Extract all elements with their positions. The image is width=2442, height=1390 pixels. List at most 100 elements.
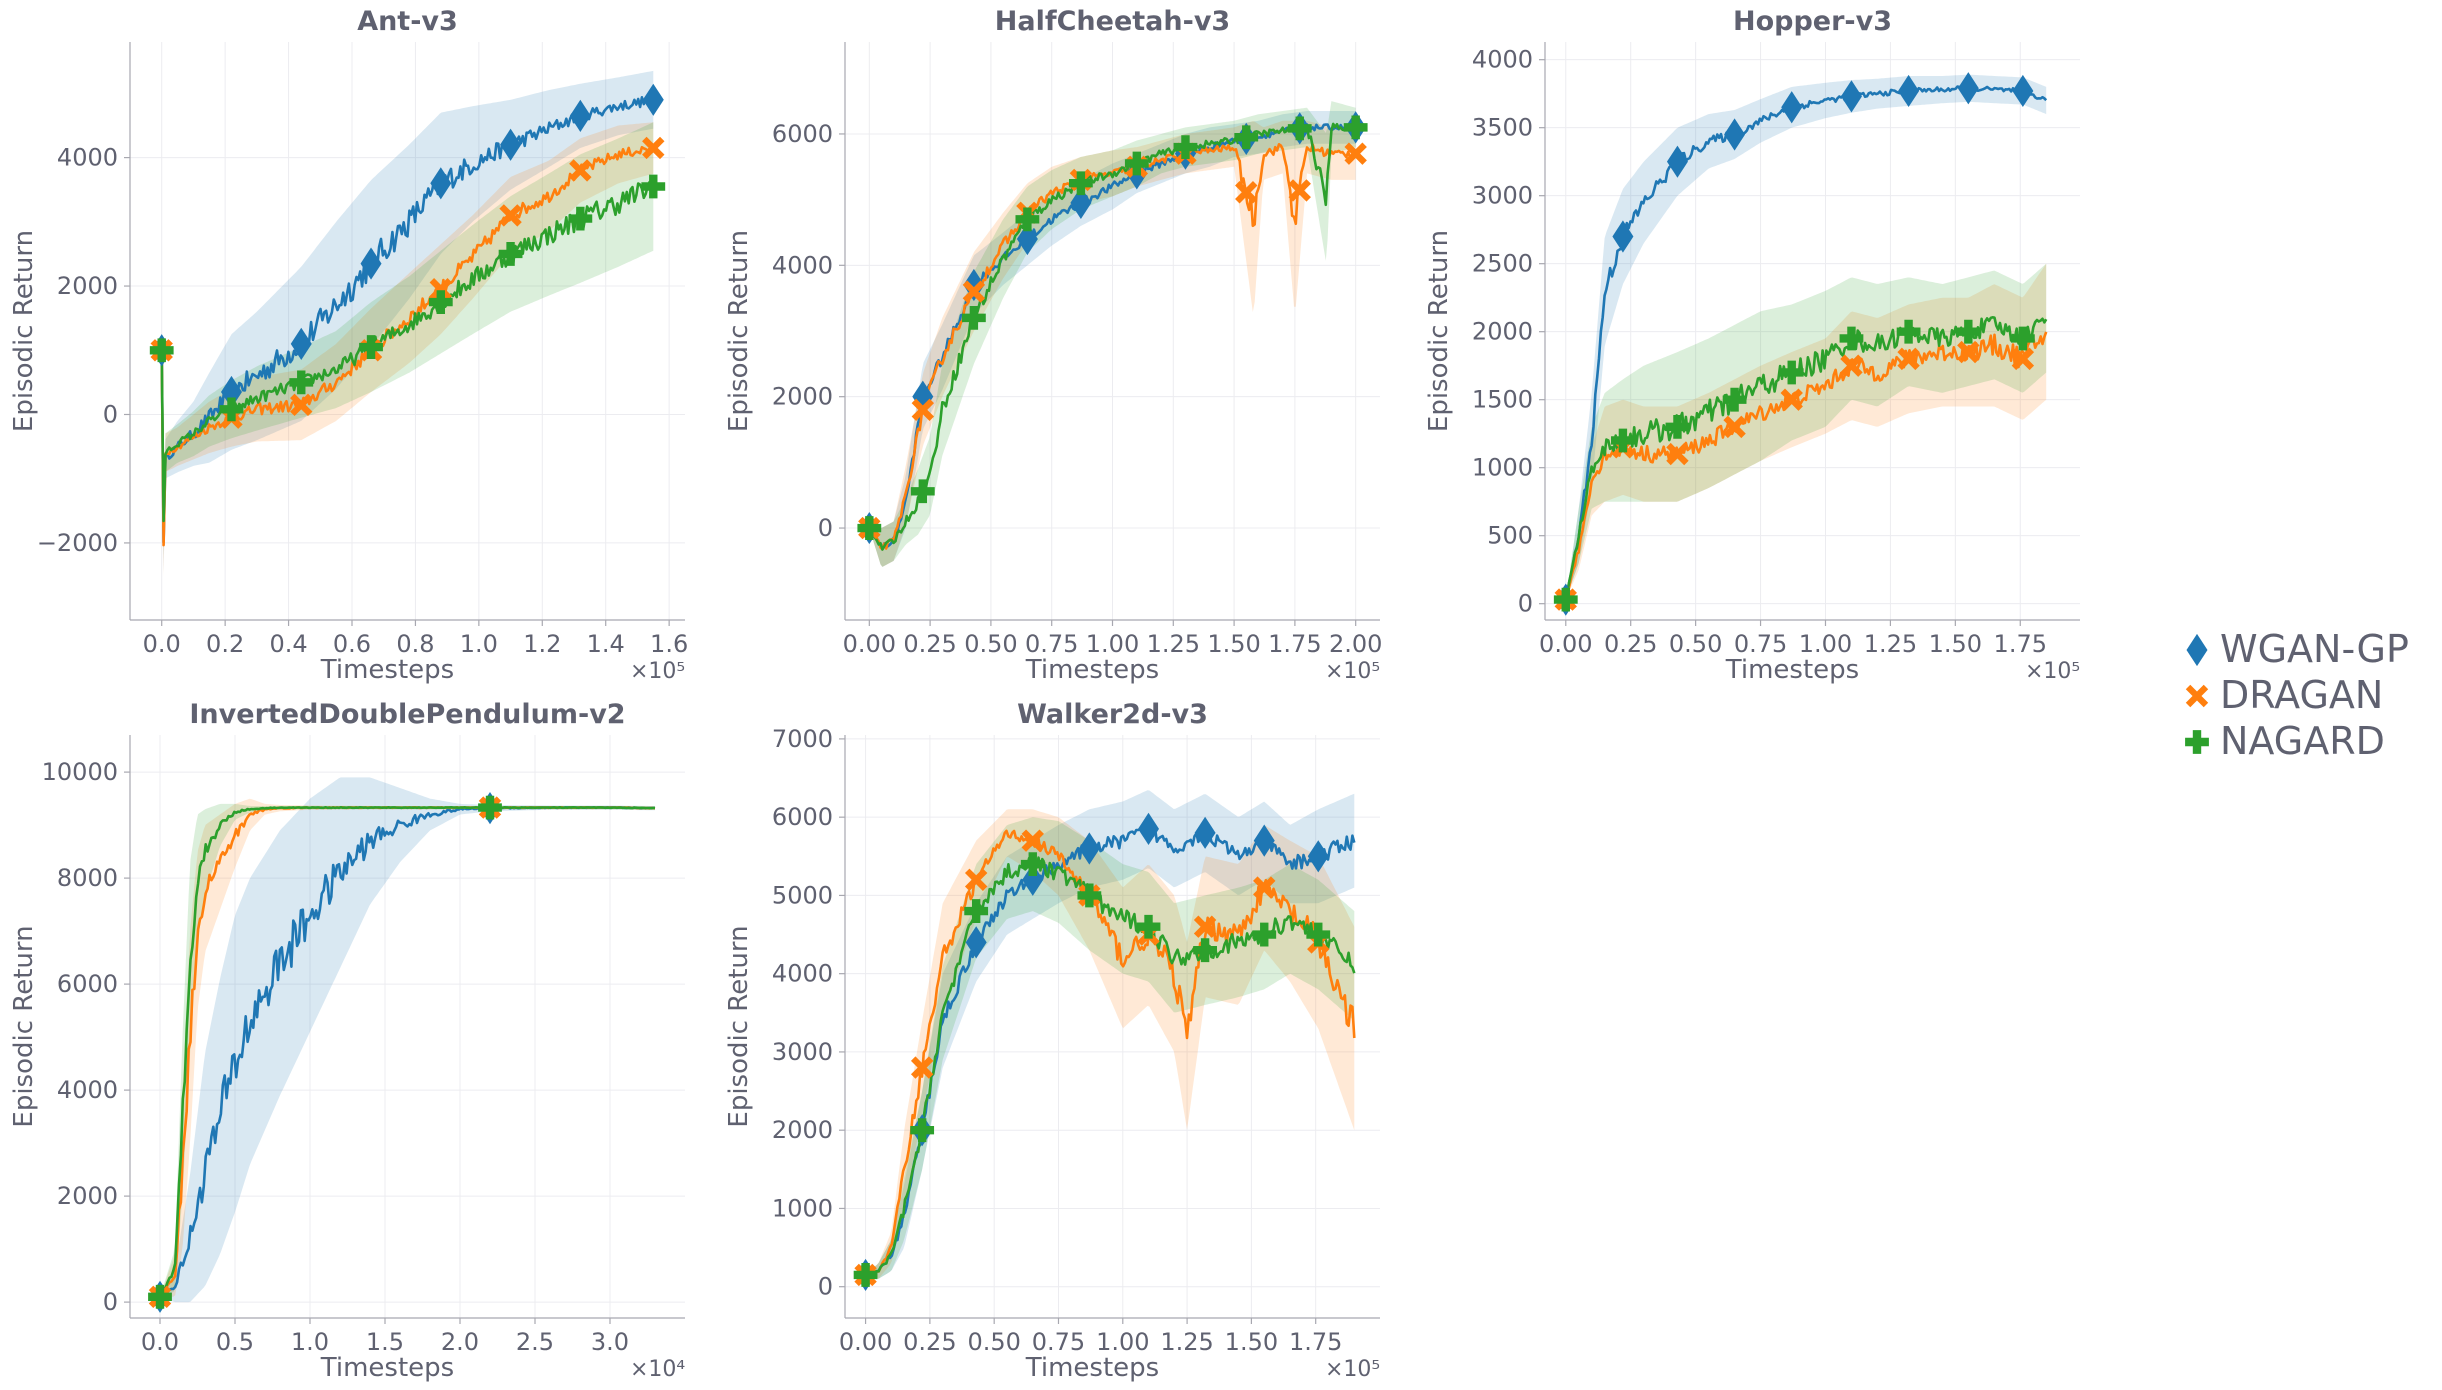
x-tick-label: 0.75	[1734, 630, 1787, 658]
x-tick-label: 1.0	[291, 1328, 329, 1356]
marker-dragan	[962, 280, 986, 303]
x-tick-label: 1.0	[460, 630, 498, 658]
marker-wgan-gp	[1724, 118, 1746, 151]
y-tick-label: 6000	[772, 120, 833, 148]
marker-wgan-gp	[430, 167, 452, 200]
marker-nagard	[1020, 852, 1045, 877]
marker-dragan	[499, 204, 522, 227]
marker-wgan-gp	[1957, 72, 1979, 105]
series-line-dragan	[1564, 331, 2048, 600]
x-axis-label: Timesteps	[1725, 655, 1859, 685]
x-multiplier: ×10⁵	[2025, 659, 2080, 684]
y-axis-label: Episodic Return	[724, 925, 754, 1127]
series-line-wgan-gp	[865, 822, 1356, 1277]
confidence-band-dragan	[161, 122, 654, 577]
y-axis-label: Episodic Return	[1424, 230, 1454, 432]
x-tick-label: 1.00	[1086, 630, 1139, 658]
marker-dragan	[2011, 347, 2035, 371]
marker-nagard	[1343, 115, 1368, 140]
marker-wgan-gp	[2012, 74, 2034, 108]
chart-title: HalfCheetah-v3	[995, 6, 1230, 37]
y-tick-label: 10000	[42, 758, 118, 786]
x-multiplier: ×10⁵	[1325, 1357, 1380, 1382]
marker-nagard	[1234, 125, 1259, 150]
legend-marker-nagard	[2185, 730, 2209, 754]
y-tick-label: 2000	[57, 1182, 118, 1210]
marker-wgan-gp	[1612, 220, 1634, 253]
x-axis-label: Timesteps	[1025, 1353, 1159, 1383]
plot-area	[160, 70, 655, 577]
x-tick-label: 3.0	[591, 1328, 629, 1356]
marker-dragan	[1288, 179, 1311, 202]
y-tick-label: 0	[818, 1273, 833, 1301]
y-tick-label: 4000	[57, 1076, 118, 1104]
marker-wgan-gp	[963, 268, 985, 302]
x-tick-label: 1.00	[1799, 630, 1852, 658]
x-tick-label: 1.4	[587, 630, 625, 658]
marker-wgan-gp	[360, 247, 382, 280]
y-tick-label: 3000	[772, 1038, 833, 1066]
y-tick-label: 3500	[1472, 114, 1533, 142]
confidence-band-dragan	[1565, 263, 2047, 600]
y-tick-label: 6000	[57, 970, 118, 998]
marker-wgan-gp	[1898, 74, 1920, 108]
marker-wgan-gp	[1078, 832, 1100, 865]
marker-dragan	[1780, 388, 1803, 411]
x-tick-label: 0.8	[396, 630, 434, 658]
x-axis-label: Timesteps	[320, 1353, 454, 1383]
x-tick-label: 0.25	[903, 1328, 956, 1356]
x-tick-label: 0.6	[333, 630, 371, 658]
marker-nagard	[1193, 938, 1217, 963]
marker-nagard	[478, 795, 502, 820]
x-axis-label: Timesteps	[1025, 655, 1159, 685]
y-tick-label: −2000	[37, 529, 118, 557]
x-tick-label: 0.75	[1032, 1328, 1085, 1356]
y-axis-label: Episodic Return	[9, 230, 39, 432]
marker-nagard	[1124, 151, 1149, 176]
x-tick-label: 0.00	[843, 630, 896, 658]
marker-dragan	[1344, 142, 1367, 165]
marker-nagard	[641, 174, 666, 199]
y-tick-label: 2000	[1472, 318, 1533, 346]
marker-nagard	[857, 516, 882, 540]
x-tick-label: 1.25	[1864, 630, 1917, 658]
marker-nagard	[961, 305, 986, 330]
marker-nagard	[498, 242, 523, 266]
marker-wgan-gp	[1307, 840, 1329, 873]
x-multiplier: ×10⁵	[630, 659, 685, 684]
chart-panel-2: 0.00 0.25 0.50 0.75 1.00 1.25 1.50 1.75 2.00 0 200…	[724, 6, 1382, 685]
marker-dragan	[1957, 340, 1980, 364]
legend-label-nagard: NAGARD	[2220, 719, 2385, 763]
series-line-dragan	[868, 143, 1357, 551]
x-tick-label: 0.50	[1669, 630, 1722, 658]
y-tick-label: 0	[103, 400, 118, 428]
marker-wgan-gp	[1138, 812, 1160, 846]
x-multiplier: ×10⁴	[630, 1357, 685, 1382]
marker-wgan-gp	[1253, 824, 1275, 857]
x-tick-label: 1.6	[650, 630, 688, 658]
marker-wgan-gp	[1016, 222, 1038, 256]
marker-dragan	[1021, 829, 1044, 852]
marker-nagard	[2010, 326, 2035, 351]
chart-title: Ant-v3	[357, 6, 458, 37]
x-tick-label: 0.00	[839, 1328, 892, 1356]
x-tick-label: 0.5	[216, 1328, 254, 1356]
marker-wgan-gp	[642, 83, 664, 116]
series-line-dragan	[865, 829, 1356, 1277]
y-tick-label: 7000	[772, 725, 833, 753]
y-tick-label: 0	[103, 1288, 118, 1316]
x-multiplier: ×10⁵	[1325, 659, 1380, 684]
y-tick-label: 0	[1518, 590, 1533, 618]
legend-label-dragan: DRAGAN	[2220, 673, 2383, 717]
x-tick-label: 0.0	[141, 1328, 179, 1356]
x-tick-label: 0.75	[1025, 630, 1078, 658]
x-tick-label: 0.0	[143, 630, 181, 658]
marker-nagard	[1896, 319, 1921, 344]
marker-wgan-gp	[1194, 816, 1216, 849]
y-tick-label: 4000	[57, 144, 118, 172]
marker-wgan-gp	[500, 128, 522, 161]
confidence-band-nagard	[160, 803, 655, 1297]
confidence-band-nagard	[161, 122, 654, 556]
marker-nagard	[1956, 319, 1981, 344]
marker-dragan	[290, 393, 313, 417]
